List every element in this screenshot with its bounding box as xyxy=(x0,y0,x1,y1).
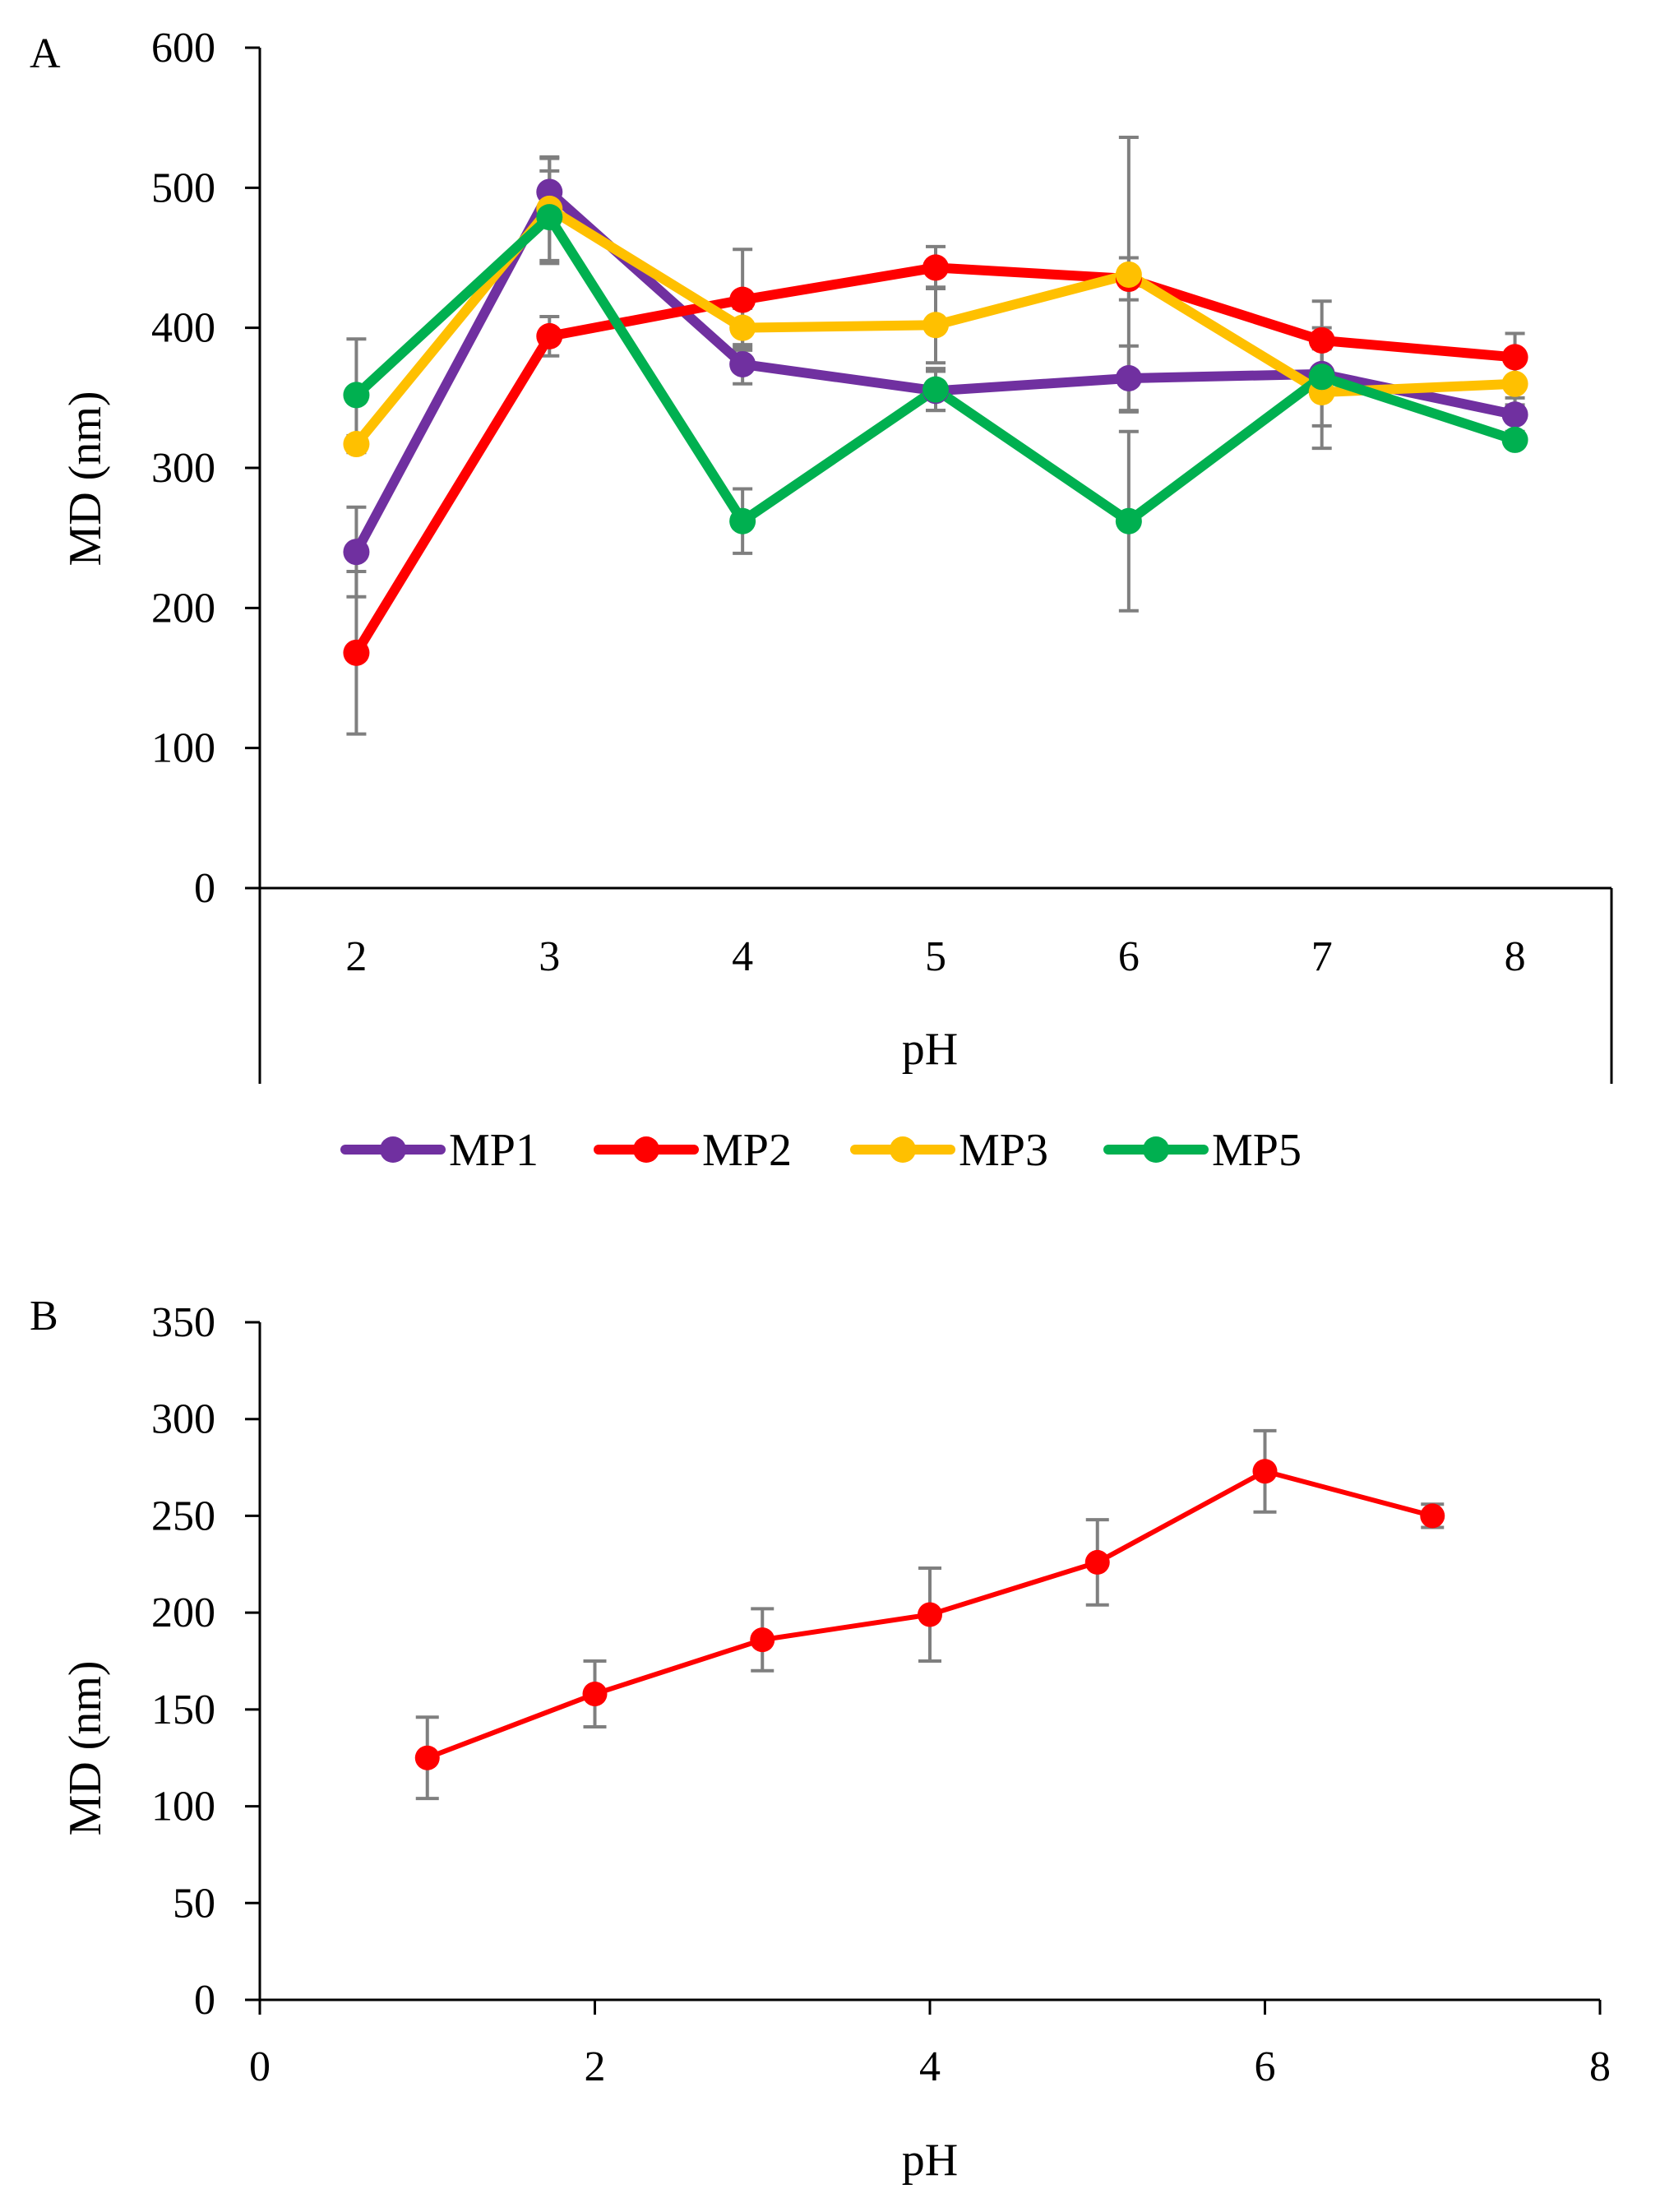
mp1-data-point xyxy=(1115,364,1142,391)
panel-a-x-tick-label: 4 xyxy=(732,933,753,980)
panel-a-y-tick-label: 500 xyxy=(151,164,215,211)
panel-b-chart: B 0 50 100 150 200 250 300 350 0 2 4 6 8 MD (nm) pH xyxy=(30,1293,1611,2186)
mp3-data-point xyxy=(343,431,370,458)
panel-b-y-tick-label: 350 xyxy=(151,1299,215,1346)
mp3-data-point xyxy=(1115,261,1142,288)
panel-a-x-tick-label: 8 xyxy=(1505,933,1526,980)
panel-b-y-axis-title: MD (nm) xyxy=(60,1660,111,1835)
panel-a-x-tick-label: 7 xyxy=(1311,933,1333,980)
panel-a-y-tick-label: 300 xyxy=(151,445,215,492)
mp5-data-point xyxy=(536,204,563,231)
panel-b-data-point xyxy=(1252,1459,1278,1484)
mp5-data-point xyxy=(1115,507,1142,534)
legend-label: MP5 xyxy=(1212,1125,1302,1176)
panel-a-y-tick-label: 600 xyxy=(151,25,215,72)
mp2-data-point xyxy=(343,639,370,666)
mp2-data-point xyxy=(536,322,563,349)
legend-label: MP3 xyxy=(959,1125,1048,1176)
panel-b-x-tick-label: 6 xyxy=(1255,2043,1276,2090)
legend-swatch-marker xyxy=(380,1136,406,1163)
panel-a-x-axis-title: pH xyxy=(902,1024,958,1075)
panel-b-data-point xyxy=(414,1745,440,1770)
mp5-data-point xyxy=(922,376,949,403)
mp2-data-point xyxy=(1308,326,1335,354)
mp5-data-point xyxy=(1501,426,1528,453)
panel-a-x-tick-label: 5 xyxy=(925,933,946,980)
panel-b-data-point xyxy=(750,1627,775,1653)
panel-b-y-tick-label: 0 xyxy=(194,1977,215,2024)
legend-item-mp5: MP5 xyxy=(1103,1125,1302,1176)
panel-b-x-axis-title: pH xyxy=(902,2135,958,2186)
panel-a-x-tick-label: 6 xyxy=(1118,933,1140,980)
mp3-data-point xyxy=(729,314,756,341)
mp3-data-point xyxy=(922,312,949,339)
panel-b-x-tick-label: 2 xyxy=(585,2043,606,2090)
panel-a-x-tick-label: 3 xyxy=(539,933,560,980)
mp2-data-point xyxy=(729,286,756,313)
panel-a-label: A xyxy=(30,30,61,77)
legend-item-mp2: MP2 xyxy=(594,1125,792,1176)
panel-b-data-point xyxy=(582,1682,608,1707)
panel-b-y-tick-label: 250 xyxy=(151,1492,215,1539)
legend-label: MP2 xyxy=(702,1125,792,1176)
panel-a-legend: MP1 MP2 MP3 MP5 xyxy=(340,1125,1302,1176)
mp5-data-point xyxy=(729,507,756,534)
panel-a-chart: A 0 100 200 300 400 500 600 2 3 4 5 6 7 8 MD (nm) pH… xyxy=(30,25,1613,1176)
mp2-data-point xyxy=(922,254,949,281)
panel-a-y-axis-title: MD (nm) xyxy=(60,391,111,566)
legend-item-mp3: MP3 xyxy=(850,1125,1048,1176)
mp3-data-point xyxy=(1501,370,1528,397)
legend-item-mp1: MP1 xyxy=(340,1125,539,1176)
panel-b-y-tick-label: 50 xyxy=(173,1880,215,1927)
mp1-data-point xyxy=(729,350,756,377)
mp1-data-point xyxy=(1501,401,1528,428)
panel-b-data-point xyxy=(1084,1549,1110,1575)
legend-label: MP1 xyxy=(449,1125,539,1176)
panel-b-label: B xyxy=(30,1293,58,1340)
panel-b-x-tick-label: 4 xyxy=(919,2043,941,2090)
panel-b-y-tick-label: 300 xyxy=(151,1396,215,1443)
mp5-data-point xyxy=(1308,363,1335,391)
legend-swatch-marker xyxy=(633,1136,659,1163)
mp1-data-point xyxy=(343,539,370,566)
panel-a-y-tick-label: 100 xyxy=(151,725,215,772)
panel-b-y-tick-label: 100 xyxy=(151,1784,215,1830)
panel-a-x-tick-label: 2 xyxy=(345,933,367,980)
panel-b-y-tick-label: 200 xyxy=(151,1590,215,1636)
legend-swatch-marker xyxy=(890,1136,916,1163)
mp2-data-point xyxy=(1501,344,1528,371)
panel-b-x-tick-label: 8 xyxy=(1589,2043,1611,2090)
panel-a-y-tick-label: 200 xyxy=(151,585,215,632)
panel-a-y-tick-label: 0 xyxy=(194,865,215,912)
panel-b-data-point xyxy=(918,1602,942,1627)
mp5-data-point xyxy=(343,382,370,409)
panel-b-y-tick-label: 150 xyxy=(151,1687,215,1733)
panel-a-y-tick-label: 400 xyxy=(151,305,215,352)
legend-swatch-marker xyxy=(1143,1136,1169,1163)
panel-b-x-tick-label: 0 xyxy=(249,2043,271,2090)
panel-b-data-point xyxy=(1420,1503,1445,1529)
